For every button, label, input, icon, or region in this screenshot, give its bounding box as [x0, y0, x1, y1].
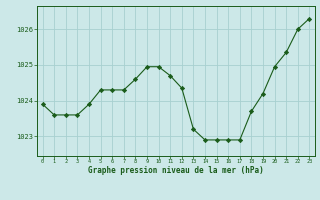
X-axis label: Graphe pression niveau de la mer (hPa): Graphe pression niveau de la mer (hPa)	[88, 166, 264, 175]
